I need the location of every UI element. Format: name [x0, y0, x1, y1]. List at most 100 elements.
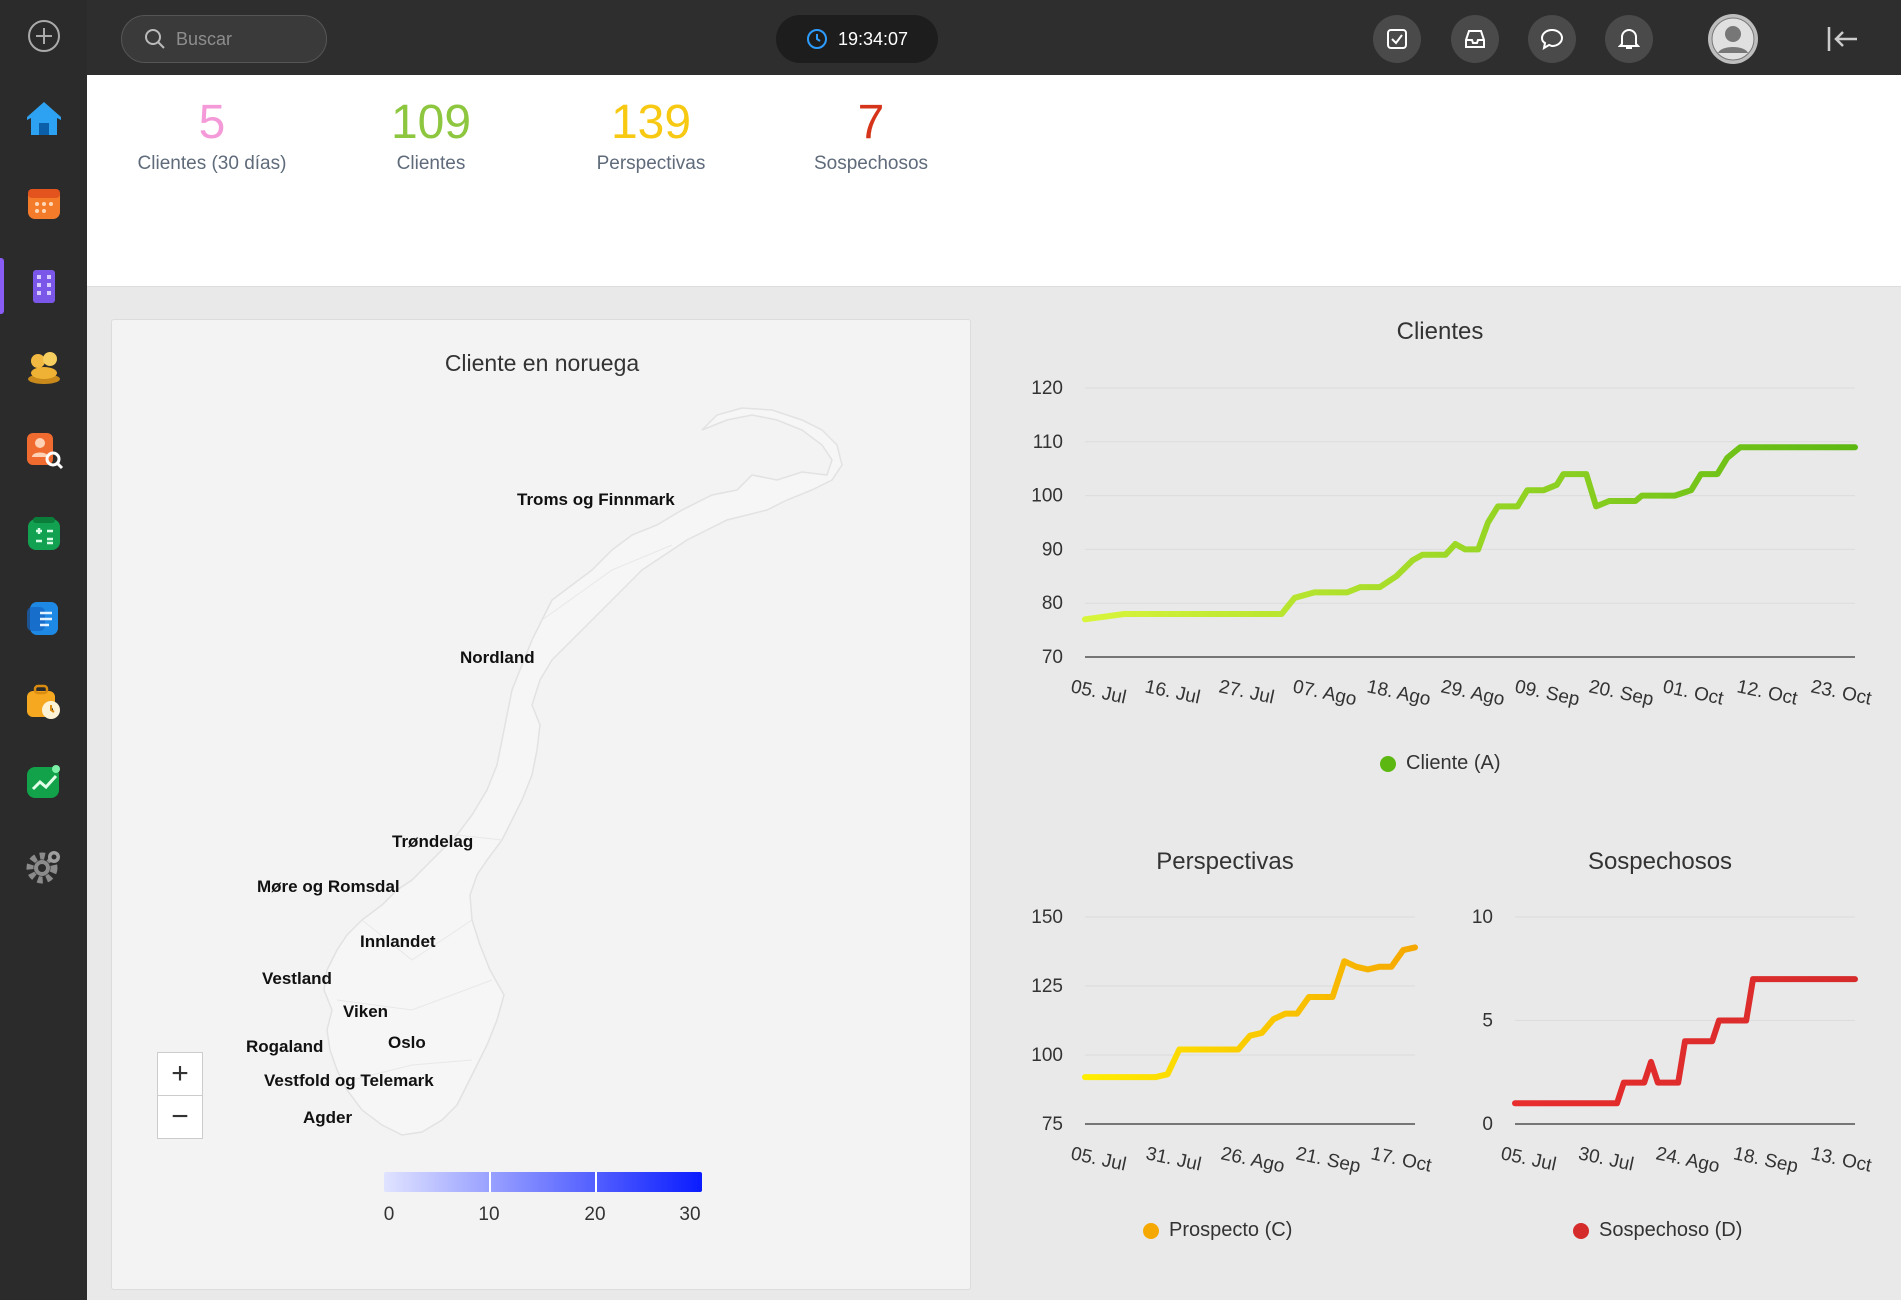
x-tick-label: 30. Jul: [1576, 1143, 1635, 1175]
series-line[interactable]: [1082, 444, 1858, 623]
x-tick-label: 20. Sep: [1587, 676, 1655, 710]
map-title: Cliente en noruega: [444, 350, 640, 376]
top-bar: 19:34:07: [87, 0, 1901, 75]
kpi-prospects[interactable]: 139 Perspectivas: [541, 95, 761, 175]
x-tick-label: 05. Jul: [1499, 1143, 1558, 1175]
search-box[interactable]: [121, 15, 327, 63]
color-scale-label: 30: [679, 1204, 701, 1225]
search-contact-icon[interactable]: [22, 428, 66, 472]
avatar[interactable]: [1708, 14, 1758, 64]
x-tick-label: 18. Sep: [1731, 1143, 1799, 1177]
y-tick-label: 150: [1031, 907, 1063, 928]
region-label-vestfold-og-telemark[interactable]: Vestfold og Telemark: [264, 1071, 434, 1090]
kpi-label: Clientes: [396, 153, 466, 174]
x-tick-label: 29. Ago: [1439, 676, 1506, 710]
x-tick-label: 16. Jul: [1143, 676, 1202, 708]
region-label-more-og-romsdal[interactable]: Møre og Romsdal: [257, 877, 400, 896]
legend-cliente-a[interactable]: Cliente (A): [1380, 752, 1500, 775]
region-label-agder[interactable]: Agder: [303, 1108, 353, 1127]
contacts-icon[interactable]: [22, 344, 66, 388]
x-tick-label: 05. Jul: [1069, 1143, 1128, 1175]
building-icon[interactable]: [22, 264, 66, 308]
x-tick-label: 31. Jul: [1144, 1143, 1203, 1175]
add-icon[interactable]: [22, 14, 66, 58]
color-scale-label: 10: [478, 1204, 500, 1225]
home-icon[interactable]: [22, 96, 66, 140]
x-tick-label: 05. Jul: [1069, 676, 1128, 708]
region-label-trondelag[interactable]: Trøndelag: [392, 832, 474, 851]
x-tick-label: 13. Oct: [1809, 1143, 1874, 1176]
color-scale-tick: [595, 1172, 597, 1192]
document-list-icon[interactable]: [22, 596, 66, 640]
region-label-vestland[interactable]: Vestland: [262, 969, 332, 988]
calculator-icon[interactable]: [22, 512, 66, 556]
series-line[interactable]: [1082, 944, 1418, 1081]
zoom-out-button[interactable]: −: [157, 1095, 203, 1139]
region-label-viken[interactable]: Viken: [343, 1002, 389, 1021]
clock-widget[interactable]: 19:34:07: [776, 15, 938, 63]
norway-map-card: Cliente en noruega Troms og Finnmark Nor…: [111, 319, 971, 1290]
region-borders: [336, 544, 673, 1081]
sospechosos-line-chart[interactable]: 10 5 0 05. Jul 30. Jul 24. Ago 18. Sep 13. Oct: [1450, 895, 1880, 1195]
tasks-button[interactable]: [1373, 15, 1421, 63]
y-tick-label: 90: [1042, 539, 1063, 560]
y-tick-label: 0: [1482, 1114, 1493, 1135]
clientes-line-chart[interactable]: 120 110 100 90 80 70 05. Jul 16. Jul 27. Jul 07. …: [1010, 360, 1880, 720]
settings-gear-icon[interactable]: [22, 844, 66, 888]
calendar-icon[interactable]: [22, 180, 66, 224]
region-label-oslo[interactable]: Oslo: [388, 1033, 426, 1052]
inbox-button[interactable]: [1451, 15, 1499, 63]
x-tick-label: 17. Oct: [1369, 1143, 1434, 1176]
legend-marker: [1380, 755, 1396, 772]
region-label-troms-og-finnmark[interactable]: Troms og Finnmark: [517, 490, 675, 509]
zoom-in-button[interactable]: +: [157, 1052, 203, 1096]
x-tick-label: 24. Ago: [1654, 1143, 1721, 1177]
color-scale-tick: [489, 1172, 491, 1192]
collapse-panel-icon[interactable]: [1825, 24, 1861, 54]
kpi-value: 5: [198, 96, 226, 149]
kpi-clients-30-days[interactable]: 5 Clientes (30 días): [102, 95, 322, 175]
chart-title-perspectivas: Perspectivas: [1156, 848, 1294, 875]
x-tick-label: 12. Oct: [1735, 676, 1800, 709]
y-tick-label: 75: [1042, 1114, 1063, 1135]
x-tick-label: 27. Jul: [1217, 676, 1276, 708]
region-label-rogaland[interactable]: Rogaland: [246, 1037, 324, 1056]
x-tick-label: 21. Sep: [1294, 1143, 1362, 1177]
y-tick-label: 100: [1031, 1045, 1063, 1066]
region-label-innlandet[interactable]: Innlandet: [360, 932, 436, 951]
search-icon: [145, 29, 165, 49]
kpi-label: Clientes (30 días): [137, 153, 287, 174]
search-input[interactable]: [176, 28, 316, 50]
briefcase-clock-icon[interactable]: [22, 680, 66, 724]
series-line[interactable]: [1512, 976, 1858, 1107]
y-tick-label: 125: [1031, 976, 1063, 997]
x-tick-label: 23. Oct: [1809, 676, 1874, 709]
norway-shape: [323, 407, 843, 1136]
kpi-suspects[interactable]: 7 Sospechosos: [761, 95, 981, 175]
checkbox-icon: [1387, 29, 1407, 49]
legend-label: Cliente (A): [1406, 752, 1501, 774]
sidebar-active-indicator: [0, 258, 4, 314]
legend-sospechoso-d[interactable]: Sospechoso (D): [1573, 1219, 1742, 1242]
kpi-value: 109: [390, 96, 472, 149]
x-tick-label: 09. Sep: [1513, 676, 1581, 710]
norway-map[interactable]: [112, 320, 972, 1291]
x-tick-label: 07. Ago: [1291, 676, 1358, 710]
chart-growth-icon[interactable]: [22, 760, 66, 804]
chart-title-clientes: Clientes: [1396, 318, 1484, 345]
kpi-clients[interactable]: 109 Clientes: [321, 95, 541, 175]
perspectivas-line-chart[interactable]: 150 125 100 75 05. Jul 31. Jul 26. Ago 21. Sep 1…: [1010, 895, 1440, 1195]
color-scale-bar: [384, 1172, 702, 1192]
kpi-label: Sospechosos: [813, 153, 929, 174]
chat-button[interactable]: [1528, 15, 1576, 63]
legend-marker: [1573, 1222, 1589, 1239]
chart-title-sospechosos: Sospechosos: [1587, 848, 1733, 875]
kpi-label: Perspectivas: [596, 153, 706, 174]
notifications-button[interactable]: [1605, 15, 1653, 63]
y-tick-label: 80: [1042, 593, 1063, 614]
kpi-value: 139: [610, 96, 692, 149]
region-label-nordland[interactable]: Nordland: [460, 648, 535, 667]
color-scale-label: 0: [383, 1204, 395, 1225]
legend-prospecto-c[interactable]: Prospecto (C): [1143, 1219, 1292, 1242]
chat-bubble-icon: [1540, 28, 1564, 50]
